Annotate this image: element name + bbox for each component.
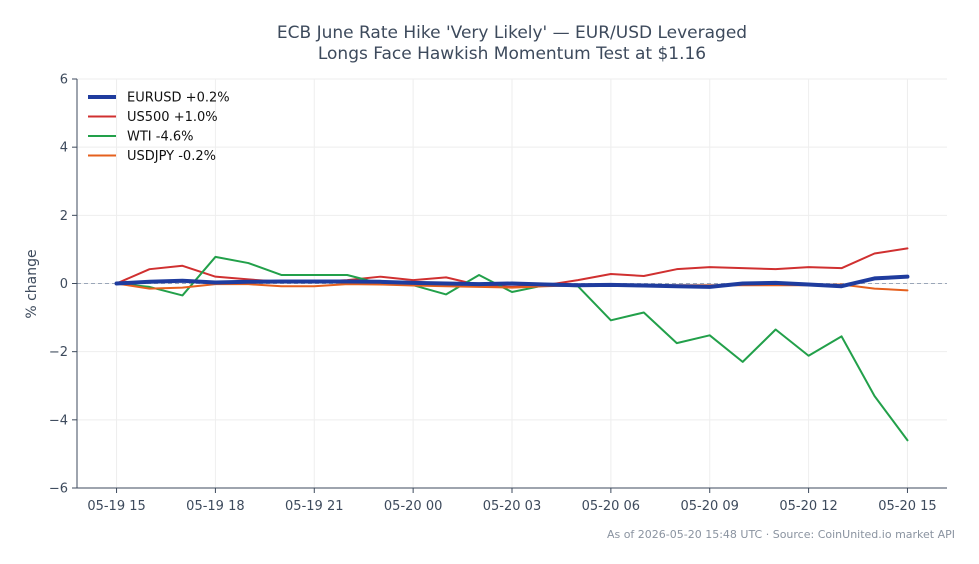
legend-label: USDJPY -0.2% (127, 149, 216, 164)
series-line-usdjpy (115, 282, 909, 292)
x-tick-label: 05-20 00 (384, 499, 442, 514)
series-line-eurusd (114, 274, 910, 289)
y-axis-label: % change (24, 249, 40, 318)
x-tick-label: 05-19 15 (87, 499, 145, 514)
x-tick-label: 05-20 12 (779, 499, 837, 514)
x-tick-label: 05-20 06 (582, 499, 640, 514)
x-axis-ticks: 05-19 15 05-19 18 05-19 21 05-20 00 05-20 03… (87, 488, 937, 514)
y-tick-label: 6 (60, 73, 68, 88)
y-tick-label: −4 (49, 413, 68, 428)
y-axis-ticks: −6 −4 −2 0 2 4 6 (49, 73, 77, 497)
y-tick-label: −2 (49, 345, 68, 360)
source-footnote: As of 2026-05-20 15:48 UTC · Source: Coi… (607, 528, 955, 541)
series-line-wti (115, 255, 909, 442)
chart-title-line-1: ECB June Rate Hike 'Very Likely' — EUR/U… (277, 23, 747, 43)
legend-label: US500 +1.0% (127, 110, 218, 125)
legend-label: EURUSD +0.2% (127, 91, 230, 106)
x-tick-label: 05-20 03 (483, 499, 541, 514)
x-tick-label: 05-19 21 (285, 499, 343, 514)
y-tick-label: 4 (60, 141, 68, 156)
chart-title: ECB June Rate Hike 'Very Likely' — EUR/U… (277, 23, 747, 64)
x-tick-label: 05-20 15 (878, 499, 936, 514)
legend: EURUSD +0.2% US500 +1.0% WTI -4.6% USDJPY -… (88, 91, 230, 164)
y-tick-label: 2 (60, 209, 68, 224)
y-tick-label: −6 (49, 482, 68, 497)
x-tick-label: 05-19 18 (186, 499, 244, 514)
legend-label: WTI -4.6% (127, 130, 193, 145)
x-tick-label: 05-20 09 (681, 499, 739, 514)
series-lines (114, 247, 910, 442)
y-tick-label: 0 (60, 277, 68, 292)
chart-title-line-2: Longs Face Hawkish Momentum Test at $1.1… (318, 44, 706, 64)
